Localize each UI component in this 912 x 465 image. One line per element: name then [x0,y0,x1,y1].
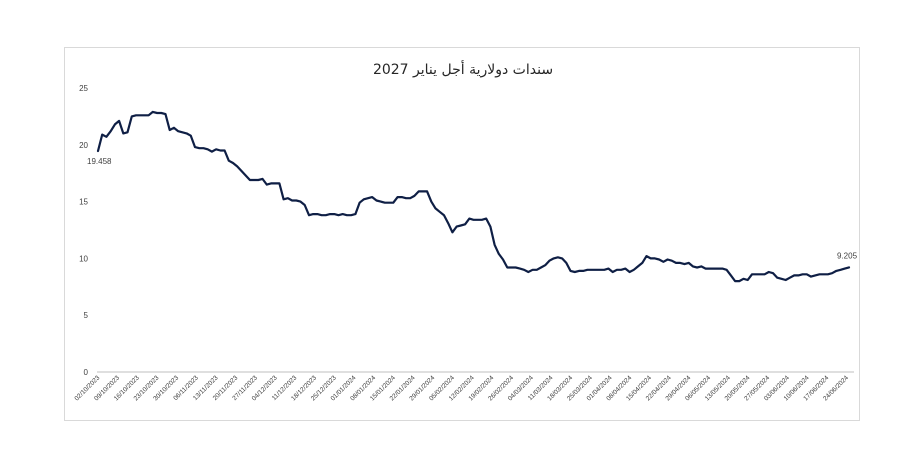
data-label: 19.458 [87,157,112,166]
line-chart: سندات دولارية أجل يناير 2027 0510152025 … [73,60,858,402]
y-axis-ticks: 0 5 10 15 20 25 [79,84,88,377]
y-tick-label: 10 [79,254,88,263]
y-tick-label: 25 [79,84,88,93]
data-label: 9.205 [837,251,858,260]
y-tick-label: 20 [79,141,88,150]
y-tick-label: 15 [79,198,88,207]
chart-frame: سندات دولارية أجل يناير 2027 0 5 10 15 20 25 … [64,47,860,421]
y-tick-label: 0 [84,368,89,377]
x-axis-ticks: 02/10/202309/10/202316/10/202323/10/2023… [73,374,850,402]
series-line [96,110,851,283]
data-labels: 19.458 9.205 [87,157,858,260]
chart-title: سندات دولارية أجل يناير 2027 [373,60,553,78]
y-tick-label: 5 [84,311,89,320]
